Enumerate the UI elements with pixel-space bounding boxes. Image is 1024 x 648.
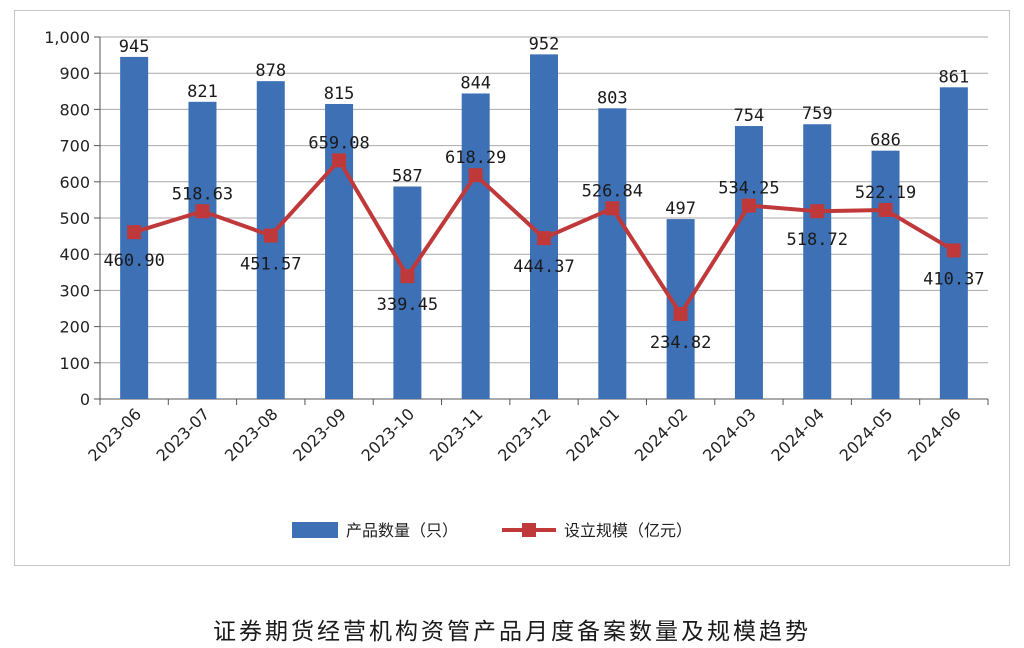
- y-tick-label: 200: [59, 318, 90, 337]
- bar: [461, 93, 490, 400]
- bar-value-label: 821: [187, 82, 218, 102]
- line-point: [263, 228, 278, 243]
- line-point: [195, 204, 210, 219]
- legend-swatch-marker: [522, 523, 536, 537]
- y-tick-label: 0: [80, 390, 90, 409]
- line-value-label: 460.90: [103, 251, 164, 271]
- line-series: [127, 153, 961, 321]
- line-point: [332, 153, 347, 168]
- line-value-label: 618.29: [445, 148, 506, 168]
- line-point: [946, 243, 961, 258]
- x-tick-label: 2024-05: [836, 404, 897, 465]
- line-point: [400, 269, 415, 284]
- line-value-label: 234.82: [650, 333, 711, 353]
- line-value-label: 444.37: [513, 257, 574, 277]
- bar: [734, 126, 763, 399]
- x-tick-label: 2024-04: [767, 404, 828, 465]
- y-tick-label: 400: [59, 245, 90, 264]
- line-value-label: 339.45: [377, 295, 438, 315]
- line-value-label: 534.25: [718, 179, 779, 199]
- bar: [393, 186, 422, 399]
- legend: 产品数量（只） 设立规模（亿元）: [292, 521, 692, 540]
- legend-label-bar: 产品数量（只）: [346, 521, 458, 540]
- bar: [188, 101, 217, 399]
- bar-value-label: 686: [870, 131, 901, 151]
- y-tick-label: 700: [59, 137, 90, 156]
- chart-frame: [14, 10, 1010, 566]
- line-point: [673, 306, 688, 321]
- bar-value-label: 759: [802, 104, 833, 124]
- x-tick-label: 2023-10: [358, 404, 419, 465]
- line-point: [878, 202, 893, 217]
- legend-swatch-bar: [292, 522, 338, 538]
- bar: [598, 108, 627, 400]
- x-tick-label: 2024-01: [562, 404, 623, 465]
- x-tick-label: 2023-08: [221, 404, 282, 465]
- bar-value-label: 844: [460, 73, 491, 93]
- chart-title: 证券期货经营机构资管产品月度备案数量及规模趋势: [213, 619, 811, 645]
- x-tick-label: 2023-09: [289, 404, 350, 465]
- y-tick-label: 100: [59, 354, 90, 373]
- line-value-label: 451.57: [240, 255, 301, 275]
- bar: [803, 124, 832, 399]
- y-tick-label: 300: [59, 281, 90, 300]
- x-tick-label: 2024-06: [904, 404, 965, 465]
- line-point: [810, 204, 825, 219]
- x-tick-label: 2023-12: [494, 404, 555, 465]
- bar-value-label: 815: [324, 84, 355, 104]
- line-value-label: 518.72: [787, 230, 848, 250]
- line-value-label: 410.37: [923, 269, 984, 289]
- line-value-label: 526.84: [582, 181, 643, 201]
- x-tick-label: 2024-02: [631, 404, 692, 465]
- y-tick-label: 800: [59, 100, 90, 119]
- line-point: [605, 201, 620, 216]
- line-value-label: 659.08: [308, 133, 369, 153]
- line-value-label: 518.63: [172, 184, 233, 204]
- bar-value-label: 878: [255, 61, 286, 81]
- bar-value-label: 754: [734, 106, 765, 126]
- bar-value-label: 945: [119, 37, 150, 57]
- x-tick-label: 2023-06: [84, 404, 145, 465]
- y-tick-label: 900: [59, 64, 90, 83]
- bar-value-label: 861: [938, 67, 969, 87]
- bar-value-label: 497: [665, 199, 696, 219]
- bar: [871, 150, 900, 399]
- bar-value-label: 803: [597, 88, 628, 108]
- line-point: [537, 231, 551, 246]
- y-tick-label: 1,000: [44, 28, 90, 47]
- line-point: [741, 198, 756, 213]
- legend-label-line: 设立规模（亿元）: [564, 521, 692, 540]
- bar: [325, 103, 354, 399]
- bar: [530, 54, 558, 399]
- line-point: [468, 168, 483, 183]
- x-tick-label: 2023-07: [153, 404, 214, 465]
- y-tick-label: 600: [59, 173, 90, 192]
- line-point: [127, 225, 142, 240]
- bar-value-label: 587: [392, 167, 423, 187]
- data-labels: 945 821 878 815 587 844 952 803 497 754 759 686 861 4…: [103, 34, 984, 353]
- x-tick-label: 2024-03: [699, 404, 760, 465]
- bar-value-label: 952: [529, 34, 560, 54]
- y-tick-label: 500: [59, 209, 90, 228]
- x-tick-label: 2023-11: [426, 404, 487, 465]
- line-value-label: 522.19: [855, 183, 916, 203]
